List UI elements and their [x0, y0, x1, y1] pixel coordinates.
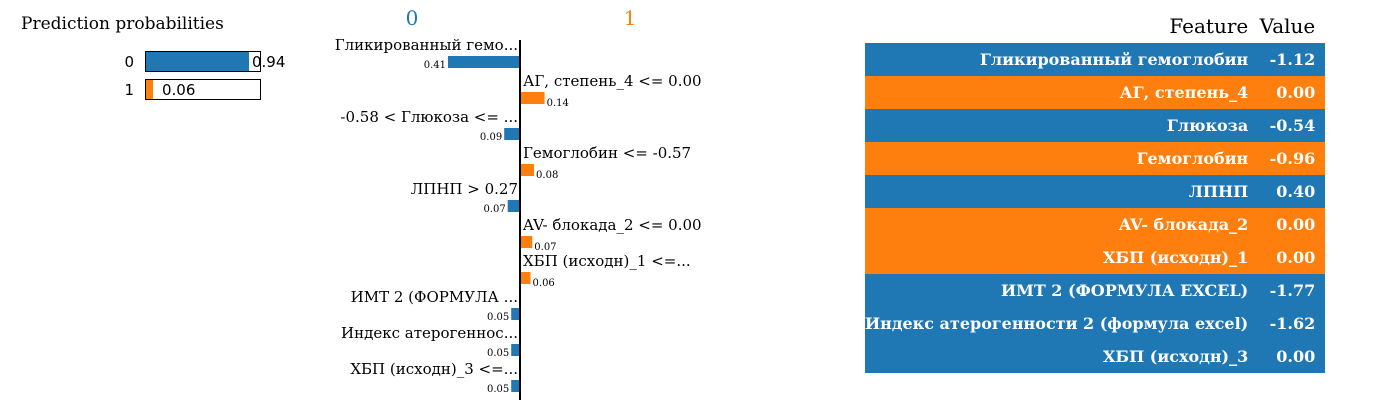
probability-value: 0.06 [162, 81, 196, 99]
contribution-bar [511, 344, 520, 356]
contribution-value: 0.41 [424, 60, 446, 71]
probability-bar-fill [146, 80, 153, 99]
table-row: ИМТ 2 (ФОРМУЛА EXCEL) -1.77 [865, 274, 1326, 307]
contribution-value: 0.07 [534, 242, 556, 253]
feature-value-cell: -1.62 [1269, 314, 1316, 333]
contribution-bar [520, 92, 545, 104]
class-0-header: 0 [406, 6, 419, 30]
table-row: AV- блокада_2 0.00 [865, 208, 1326, 241]
contribution-bar [511, 308, 520, 320]
table-row: ХБП (исходн)_3 0.00 [865, 340, 1326, 373]
feature-name-cell: Глюкоза [1166, 116, 1249, 135]
probabilities-title: Prediction probabilities [21, 14, 224, 34]
probability-class-label: 1 [124, 81, 134, 99]
feature-name-cell: ЛПНП [1188, 182, 1249, 201]
contribution-value: 0.08 [536, 170, 558, 181]
feature-label: ИМТ 2 (ФОРМУЛА ... [351, 288, 518, 306]
feature-label: Индекс атерогеннос... [341, 324, 518, 342]
table-header-feature: Feature [865, 8, 1259, 43]
feature-label: Гликированный гемо... [335, 36, 518, 54]
class-1-header: 1 [624, 6, 637, 30]
contribution-bar [448, 56, 520, 68]
explanation-chart: 0 1 Гликированный гемо... 0.41 АГ, степень_4… [335, 6, 702, 400]
feature-name-cell: AV- блокада_2 [1118, 215, 1249, 234]
contribution-value: 0.05 [487, 384, 509, 395]
contribution-value: 0.05 [487, 312, 509, 323]
feature-name-cell: Индекс атерогенности 2 (формула excel) [865, 314, 1249, 333]
feature-value-cell: 0.00 [1276, 83, 1316, 102]
feature-value-cell: 0.00 [1276, 215, 1316, 234]
table-row: АГ, степень_4 0.00 [865, 76, 1326, 109]
feature-value-table: Feature Value Гликированный гемоглобин -1… [865, 8, 1326, 373]
contribution-bar [520, 236, 533, 248]
contribution-value: 0.07 [483, 204, 505, 215]
table-row: ЛПНП 0.40 [865, 175, 1326, 208]
contribution-bar [520, 164, 535, 176]
feature-name-cell: Гликированный гемоглобин [979, 50, 1249, 69]
table-header-row: Feature Value [865, 8, 1326, 43]
contribution-bar [504, 128, 520, 140]
contribution-value: 0.14 [547, 98, 569, 109]
feature-value-cell: -1.77 [1269, 281, 1316, 300]
table-row: ХБП (исходн)_1 0.00 [865, 241, 1326, 274]
feature-value-cell: 0.00 [1276, 248, 1316, 267]
table-row: Гемоглобин -0.96 [865, 142, 1326, 175]
contribution-bar [520, 272, 531, 284]
feature-value-cell: 0.00 [1276, 347, 1316, 366]
probability-bar-frame [145, 51, 261, 72]
feature-label: ХБП (исходн)_3 <=... [350, 360, 518, 378]
contribution-value: 0.09 [480, 132, 502, 143]
feature-name-cell: АГ, степень_4 [1119, 83, 1249, 102]
feature-name-cell: Гемоглобин [1136, 149, 1249, 168]
table-row: Индекс атерогенности 2 (формула excel) -1… [865, 307, 1326, 340]
contribution-bar [507, 200, 520, 212]
feature-label: ЛПНП > 0.27 [411, 180, 518, 198]
feature-value-cell: -0.54 [1269, 116, 1316, 135]
table-row: Гликированный гемоглобин -1.12 [865, 43, 1326, 76]
feature-name-cell: ХБП (исходн)_1 [1103, 248, 1249, 267]
probability-bar-frame [145, 79, 261, 100]
feature-value-cell: -1.12 [1269, 50, 1316, 69]
feature-value-cell: 0.40 [1276, 182, 1316, 201]
probability-class-label: 0 [124, 53, 134, 71]
table-header-value: Value [1258, 8, 1326, 43]
contribution-value: 0.06 [533, 278, 555, 289]
feature-value-cell: -0.96 [1269, 149, 1316, 168]
probability-row: 1 0.06 [0, 79, 320, 101]
probability-bar-fill [146, 52, 249, 71]
feature-label: АГ, степень_4 <= 0.00 [523, 72, 702, 90]
feature-name-cell: ИМТ 2 (ФОРМУЛА EXCEL) [1001, 281, 1249, 300]
feature-label: ХБП (исходн)_1 <=... [523, 252, 691, 270]
feature-label: Гемоглобин <= -0.57 [523, 144, 691, 162]
contribution-bar [511, 380, 520, 392]
probability-row: 0 0.94 [0, 51, 320, 73]
feature-name-cell: ХБП (исходн)_3 [1103, 347, 1249, 366]
contribution-value: 0.05 [487, 348, 509, 359]
probability-value: 0.94 [252, 53, 286, 71]
feature-label: AV- блокада_2 <= 0.00 [522, 216, 702, 234]
feature-label: -0.58 < Глюкоза <= ... [340, 108, 518, 126]
table-row: Глюкоза -0.54 [865, 109, 1326, 142]
